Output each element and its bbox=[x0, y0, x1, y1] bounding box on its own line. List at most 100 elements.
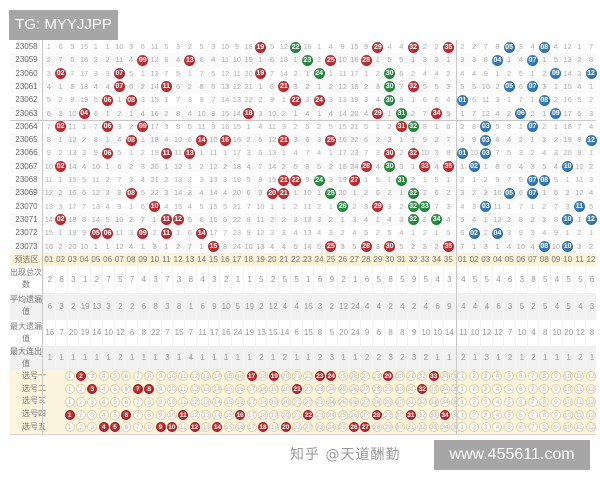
blue-number-picker-8[interactable]: 8 bbox=[539, 409, 550, 420]
blue-number-picker-5[interactable]: 5 bbox=[504, 422, 515, 433]
red-number-picker-34[interactable]: 34 bbox=[440, 383, 451, 394]
red-number-picker-17[interactable]: 17 bbox=[246, 422, 257, 433]
blue-number-picker-10[interactable]: 10 bbox=[562, 422, 573, 433]
red-number-picker-14[interactable]: 14 bbox=[212, 396, 223, 407]
blue-number-picker-5[interactable]: 5 bbox=[504, 371, 515, 382]
red-number-picker-1[interactable]: 1 bbox=[64, 409, 75, 420]
blue-number-picker-8[interactable]: 8 bbox=[539, 422, 550, 433]
red-number-picker-31[interactable]: 31 bbox=[405, 409, 416, 420]
blue-number-picker-1[interactable]: 1 bbox=[457, 422, 468, 433]
blue-number-picker-9[interactable]: 9 bbox=[550, 371, 561, 382]
red-number-picker-7[interactable]: 7 bbox=[132, 383, 143, 394]
blue-number-picker-2[interactable]: 2 bbox=[469, 383, 479, 394]
red-number-picker-16[interactable]: 16 bbox=[235, 409, 246, 420]
red-number-picker-11[interactable]: 11 bbox=[178, 409, 189, 420]
red-number-picker-34[interactable]: 34 bbox=[440, 371, 451, 382]
blue-number-picker-11[interactable]: 11 bbox=[574, 396, 585, 407]
red-number-picker-15[interactable]: 15 bbox=[223, 409, 234, 420]
red-number-picker-31[interactable]: 31 bbox=[405, 383, 416, 394]
red-number-picker-10[interactable]: 10 bbox=[166, 396, 177, 407]
red-number-picker-32[interactable]: 32 bbox=[417, 396, 428, 407]
blue-number-picker-1[interactable]: 1 bbox=[457, 409, 468, 420]
blue-number-picker-8[interactable]: 8 bbox=[539, 371, 550, 382]
red-number-picker-21[interactable]: 21 bbox=[292, 383, 303, 394]
red-number-picker-32[interactable]: 32 bbox=[417, 409, 428, 420]
red-number-picker-28[interactable]: 28 bbox=[371, 371, 382, 382]
blue-number-picker-3[interactable]: 3 bbox=[480, 409, 491, 420]
blue-number-picker-12[interactable]: 12 bbox=[586, 383, 596, 394]
red-number-picker-20[interactable]: 20 bbox=[280, 383, 291, 394]
red-number-picker-18[interactable]: 18 bbox=[257, 383, 268, 394]
red-number-picker-8[interactable]: 8 bbox=[144, 371, 155, 382]
red-number-picker-25[interactable]: 25 bbox=[337, 383, 348, 394]
red-number-picker-7[interactable]: 7 bbox=[132, 371, 143, 382]
red-number-picker-7[interactable]: 7 bbox=[132, 409, 143, 420]
blue-number-picker-4[interactable]: 4 bbox=[492, 383, 503, 394]
red-number-picker-9[interactable]: 9 bbox=[155, 383, 166, 394]
red-number-picker-14[interactable]: 14 bbox=[212, 383, 223, 394]
red-number-picker-1[interactable]: 1 bbox=[64, 422, 75, 433]
red-number-picker-15[interactable]: 15 bbox=[223, 383, 234, 394]
red-number-picker-23[interactable]: 23 bbox=[314, 422, 325, 433]
red-number-picker-25[interactable]: 25 bbox=[337, 422, 348, 433]
red-number-picker-20[interactable]: 20 bbox=[280, 396, 291, 407]
red-number-picker-19[interactable]: 19 bbox=[269, 371, 280, 382]
red-number-picker-27[interactable]: 27 bbox=[360, 396, 371, 407]
red-number-picker-13[interactable]: 13 bbox=[201, 422, 212, 433]
red-number-picker-19[interactable]: 19 bbox=[269, 396, 280, 407]
red-number-picker-7[interactable]: 7 bbox=[132, 396, 143, 407]
red-number-picker-4[interactable]: 4 bbox=[98, 409, 109, 420]
red-number-picker-29[interactable]: 29 bbox=[383, 383, 394, 394]
red-number-picker-33[interactable]: 33 bbox=[428, 371, 439, 382]
red-number-picker-4[interactable]: 4 bbox=[98, 371, 109, 382]
blue-number-picker-11[interactable]: 11 bbox=[574, 383, 585, 394]
red-number-picker-15[interactable]: 15 bbox=[223, 422, 234, 433]
red-number-picker-5[interactable]: 5 bbox=[110, 409, 121, 420]
red-number-picker-27[interactable]: 27 bbox=[360, 409, 371, 420]
red-number-picker-24[interactable]: 24 bbox=[326, 396, 337, 407]
red-number-picker-27[interactable]: 27 bbox=[360, 383, 371, 394]
red-number-picker-29[interactable]: 29 bbox=[383, 371, 394, 382]
red-number-picker-23[interactable]: 23 bbox=[314, 371, 325, 382]
red-number-picker-33[interactable]: 33 bbox=[428, 409, 439, 420]
red-number-picker-8[interactable]: 8 bbox=[144, 396, 155, 407]
red-number-picker-20[interactable]: 20 bbox=[280, 371, 291, 382]
red-number-picker-17[interactable]: 17 bbox=[246, 383, 257, 394]
red-number-picker-13[interactable]: 13 bbox=[201, 396, 212, 407]
blue-number-picker-6[interactable]: 6 bbox=[515, 383, 526, 394]
red-number-picker-15[interactable]: 15 bbox=[223, 371, 234, 382]
red-number-picker-17[interactable]: 17 bbox=[246, 409, 257, 420]
red-number-picker-22[interactable]: 22 bbox=[303, 409, 314, 420]
red-number-picker-30[interactable]: 30 bbox=[394, 396, 405, 407]
red-number-picker-24[interactable]: 24 bbox=[326, 409, 337, 420]
blue-number-picker-4[interactable]: 4 bbox=[492, 396, 503, 407]
red-number-picker-30[interactable]: 30 bbox=[394, 371, 405, 382]
red-number-picker-18[interactable]: 18 bbox=[257, 371, 268, 382]
red-number-picker-23[interactable]: 23 bbox=[314, 409, 325, 420]
red-number-picker-2[interactable]: 2 bbox=[75, 396, 86, 407]
red-number-picker-4[interactable]: 4 bbox=[98, 422, 109, 433]
red-number-picker-26[interactable]: 26 bbox=[349, 422, 359, 433]
red-number-picker-32[interactable]: 32 bbox=[417, 371, 428, 382]
red-number-picker-32[interactable]: 32 bbox=[417, 422, 428, 433]
blue-number-picker-11[interactable]: 11 bbox=[574, 422, 585, 433]
red-number-picker-4[interactable]: 4 bbox=[98, 396, 109, 407]
red-number-picker-18[interactable]: 18 bbox=[257, 409, 268, 420]
red-number-picker-5[interactable]: 5 bbox=[110, 371, 121, 382]
red-number-picker-16[interactable]: 16 bbox=[235, 422, 246, 433]
red-number-picker-29[interactable]: 29 bbox=[383, 422, 394, 433]
blue-number-picker-12[interactable]: 12 bbox=[586, 396, 596, 407]
blue-number-picker-2[interactable]: 2 bbox=[469, 371, 479, 382]
blue-number-picker-6[interactable]: 6 bbox=[515, 422, 526, 433]
red-number-picker-28[interactable]: 28 bbox=[371, 409, 382, 420]
blue-number-picker-4[interactable]: 4 bbox=[492, 409, 503, 420]
red-number-picker-22[interactable]: 22 bbox=[303, 422, 314, 433]
blue-number-picker-6[interactable]: 6 bbox=[515, 396, 526, 407]
blue-number-picker-9[interactable]: 9 bbox=[550, 383, 561, 394]
blue-number-picker-7[interactable]: 7 bbox=[527, 371, 538, 382]
red-number-picker-25[interactable]: 25 bbox=[337, 396, 348, 407]
red-number-picker-8[interactable]: 8 bbox=[144, 422, 155, 433]
red-number-picker-13[interactable]: 13 bbox=[201, 383, 212, 394]
red-number-picker-16[interactable]: 16 bbox=[235, 371, 246, 382]
red-number-picker-12[interactable]: 12 bbox=[189, 396, 200, 407]
